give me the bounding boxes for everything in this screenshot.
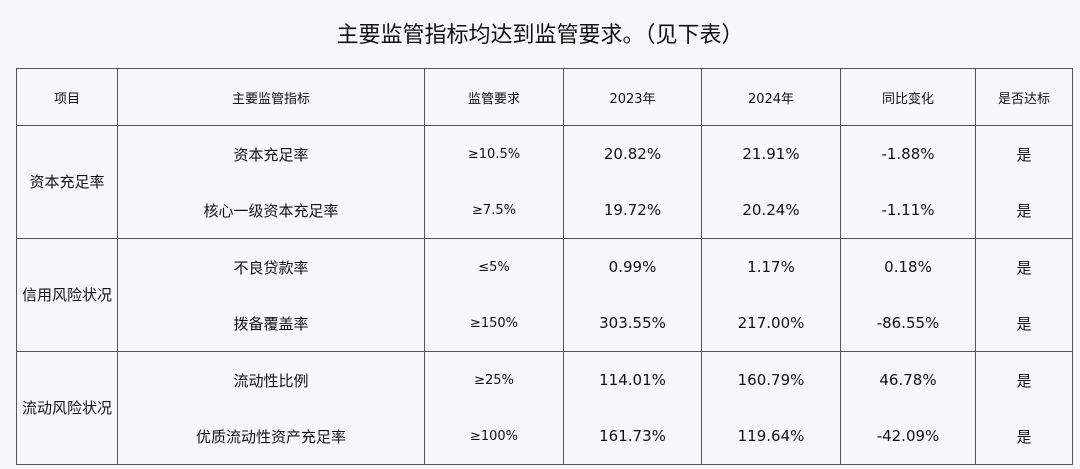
regulatory-metrics-table: 项目 主要监管指标 监管要求 2023年 2024年 同比变化 是否达标 资本充… — [16, 68, 1073, 465]
value-2023-cell: 114.01% — [563, 351, 702, 408]
indicator-cell: 优质流动性资产充足率 — [117, 408, 425, 465]
requirement-cell: ≤5% — [424, 238, 564, 295]
value-2024-cell: 21.91% — [701, 125, 841, 182]
value-2024-cell: 119.64% — [701, 408, 841, 465]
table-row: 拨备覆盖率 ≥150% 303.55% 217.00% -86.55% 是 — [17, 295, 1073, 352]
requirement-cell: ≥100% — [424, 408, 564, 465]
section-title: 主要监管指标均达到监管要求。（见下表） — [336, 23, 744, 48]
table-row: 资本充足率 资本充足率 ≥10.5% 20.82% 21.91% -1.88% … — [16, 125, 1073, 239]
header-cell: 2023年 — [563, 68, 702, 126]
value-2023-cell: 161.73% — [563, 408, 702, 465]
header-cell: 是否达标 — [975, 68, 1073, 126]
header-cell: 2024年 — [701, 68, 841, 126]
table-row: 核心一级资本充足率 ≥7.5% 19.72% 20.24% -1.11% 是 — [17, 182, 1073, 239]
indicator-cell: 不良贷款率 — [117, 238, 425, 295]
change-cell: -1.11% — [840, 182, 976, 239]
value-2024-cell: 20.24% — [701, 182, 841, 239]
category-cell: 流动风险状况 — [16, 351, 118, 465]
meets-cell: 是 — [975, 351, 1073, 408]
indicator-cell: 核心一级资本充足率 — [117, 182, 425, 239]
indicator-cell: 流动性比例 — [117, 351, 425, 408]
meets-cell: 是 — [975, 182, 1073, 239]
value-2024-cell: 160.79% — [701, 351, 841, 408]
meets-cell: 是 — [975, 408, 1073, 465]
requirement-cell: ≥25% — [424, 351, 564, 408]
change-cell: 0.18% — [840, 238, 976, 295]
change-cell: -42.09% — [840, 408, 976, 465]
table-row: 优质流动性资产充足率 ≥100% 161.73% 119.64% -42.09%… — [17, 408, 1073, 465]
requirement-cell: ≥150% — [424, 295, 564, 352]
value-2023-cell: 0.99% — [563, 238, 702, 295]
change-cell: -1.88% — [840, 125, 976, 182]
indicator-cell: 资本充足率 — [117, 125, 425, 182]
value-2024-cell: 217.00% — [701, 295, 841, 352]
table-row: 信用风险状况 不良贷款率 ≤5% 0.99% 1.17% 0.18% 是 — [16, 238, 1073, 352]
value-2024-cell: 1.17% — [701, 238, 841, 295]
meets-cell: 是 — [975, 238, 1073, 295]
meets-cell: 是 — [975, 125, 1073, 182]
value-2023-cell: 303.55% — [563, 295, 702, 352]
value-2023-cell: 19.72% — [563, 182, 702, 239]
change-cell: 46.78% — [840, 351, 976, 408]
header-cell: 监管要求 — [424, 68, 564, 126]
meets-cell: 是 — [975, 295, 1073, 352]
header-cell: 项目 — [16, 68, 118, 126]
table-header-row: 项目 主要监管指标 监管要求 2023年 2024年 同比变化 是否达标 — [16, 68, 1073, 126]
requirement-cell: ≥7.5% — [424, 182, 564, 239]
indicator-cell: 拨备覆盖率 — [117, 295, 425, 352]
header-cell: 同比变化 — [840, 68, 976, 126]
table-row: 流动风险状况 流动性比例 ≥25% 114.01% 160.79% 46.78%… — [16, 351, 1073, 465]
category-cell: 资本充足率 — [16, 125, 118, 239]
category-cell: 信用风险状况 — [16, 238, 118, 352]
requirement-cell: ≥10.5% — [424, 125, 564, 182]
header-cell: 主要监管指标 — [117, 68, 425, 126]
change-cell: -86.55% — [840, 295, 976, 352]
value-2023-cell: 20.82% — [563, 125, 702, 182]
